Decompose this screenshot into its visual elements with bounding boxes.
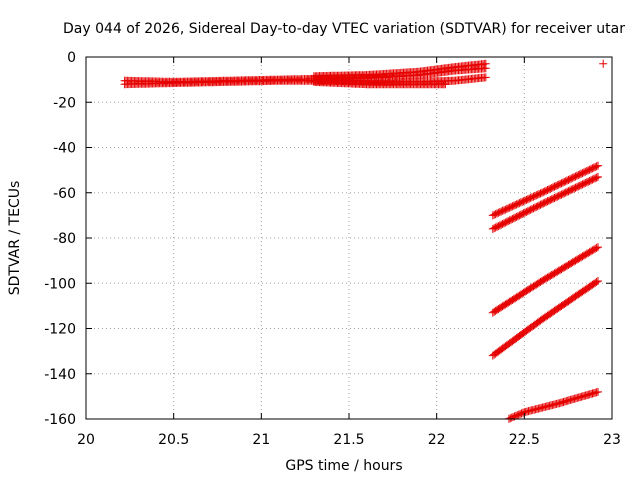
x-tick-label: 21 (252, 432, 270, 448)
data-point (481, 73, 490, 82)
x-tick-label: 22.5 (509, 432, 540, 448)
series-5 (488, 161, 602, 220)
x-tick-label: 22 (428, 432, 446, 448)
y-tick-label: 0 (67, 50, 76, 66)
y-tick-label: -120 (44, 322, 76, 338)
series-10 (599, 59, 608, 68)
chart-title: Day 044 of 2026, Sidereal Day-to-day VTE… (63, 21, 625, 37)
series-3 (309, 59, 490, 81)
x-tick-label: 21.5 (333, 432, 364, 448)
data-point (592, 173, 601, 182)
data-point (592, 243, 601, 252)
series-4 (309, 77, 450, 89)
y-tick-label: -80 (53, 231, 76, 247)
series-7 (488, 243, 602, 317)
data-point (592, 162, 601, 171)
y-tick-label: -40 (53, 141, 76, 157)
data-point (441, 80, 450, 89)
x-tick-label: 23 (603, 432, 621, 448)
y-tick-label: -140 (44, 367, 76, 383)
y-tick-label: -160 (44, 412, 76, 428)
y-tick-label: -20 (53, 95, 76, 111)
y-axis-ticks: 0 -20 -40 -60 -80 -100 -120 -140 -160 (44, 50, 612, 428)
series-6 (488, 172, 602, 233)
data-point (481, 59, 490, 68)
data-point (594, 243, 602, 252)
series-8 (488, 277, 602, 360)
grid (86, 57, 612, 419)
data-points (120, 59, 608, 423)
data-point (594, 387, 602, 396)
data-point (594, 277, 602, 285)
data-point (594, 161, 602, 170)
series-9 (504, 387, 602, 423)
data-point (599, 59, 608, 68)
x-tick-label: 20.5 (158, 432, 189, 448)
y-axis-label: SDTVAR / TECUs (7, 181, 23, 296)
y-tick-label: -100 (44, 276, 76, 292)
data-point (592, 277, 601, 286)
data-point (594, 172, 602, 181)
x-axis-ticks: 20 20.5 21 21.5 22 22.5 23 (77, 57, 621, 448)
x-tick-label: 20 (77, 432, 95, 448)
y-tick-label: -60 (53, 186, 76, 202)
x-axis-label: GPS time / hours (285, 458, 402, 474)
